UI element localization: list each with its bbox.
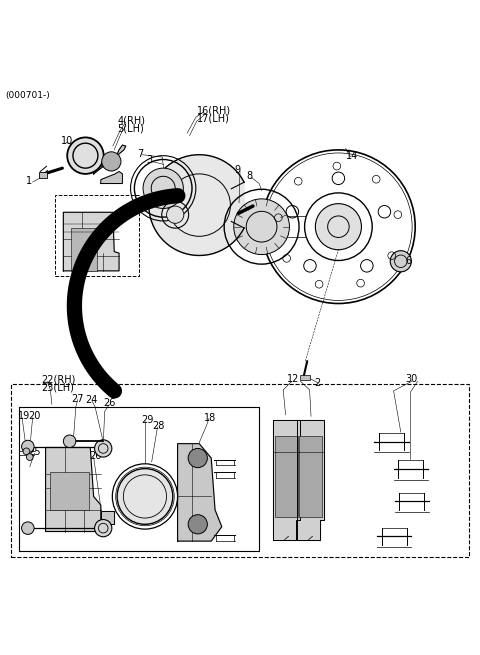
Text: (000701-): (000701-) xyxy=(5,91,49,100)
Polygon shape xyxy=(178,443,222,541)
Circle shape xyxy=(95,440,112,457)
Circle shape xyxy=(23,448,30,455)
Bar xyxy=(71,228,97,271)
Text: 26: 26 xyxy=(89,451,101,461)
Circle shape xyxy=(97,440,109,453)
Circle shape xyxy=(102,152,121,171)
Circle shape xyxy=(22,522,34,534)
Polygon shape xyxy=(63,212,119,271)
Circle shape xyxy=(167,206,184,223)
Text: 28: 28 xyxy=(153,421,165,431)
Circle shape xyxy=(22,440,34,453)
Text: 17(LH): 17(LH) xyxy=(197,114,229,124)
Polygon shape xyxy=(94,145,126,174)
Text: 6: 6 xyxy=(406,256,412,267)
Text: 1: 1 xyxy=(26,176,33,186)
Polygon shape xyxy=(101,511,114,524)
Polygon shape xyxy=(149,155,244,255)
Bar xyxy=(300,375,310,381)
Text: 25: 25 xyxy=(28,447,40,457)
Bar xyxy=(50,472,89,510)
Text: 9: 9 xyxy=(234,165,240,175)
Circle shape xyxy=(67,138,104,174)
Text: 5(LH): 5(LH) xyxy=(118,123,144,134)
Text: 20: 20 xyxy=(28,411,40,421)
Bar xyxy=(39,172,47,178)
Text: 7: 7 xyxy=(137,149,143,159)
Text: 8: 8 xyxy=(246,172,252,181)
Text: 30: 30 xyxy=(406,375,418,384)
Text: 19: 19 xyxy=(18,411,31,421)
Polygon shape xyxy=(101,172,122,183)
Bar xyxy=(299,436,322,517)
Text: 10: 10 xyxy=(61,136,74,146)
Circle shape xyxy=(95,519,112,537)
Bar xyxy=(11,384,469,557)
Circle shape xyxy=(188,449,207,468)
Circle shape xyxy=(143,168,183,208)
Polygon shape xyxy=(46,447,101,531)
Circle shape xyxy=(117,468,173,524)
Text: 29: 29 xyxy=(142,415,154,424)
Circle shape xyxy=(97,522,109,534)
Text: 14: 14 xyxy=(346,151,358,160)
Text: 24: 24 xyxy=(85,396,98,405)
Text: 27: 27 xyxy=(71,394,84,403)
Polygon shape xyxy=(297,420,324,540)
Bar xyxy=(275,436,298,517)
Circle shape xyxy=(315,204,361,250)
Text: 18: 18 xyxy=(204,413,216,422)
Text: 22(RH): 22(RH) xyxy=(41,375,75,384)
Text: 26: 26 xyxy=(103,398,116,408)
Text: 3: 3 xyxy=(146,155,153,166)
Circle shape xyxy=(234,199,289,255)
Circle shape xyxy=(26,454,33,460)
Text: 12: 12 xyxy=(287,375,300,384)
Circle shape xyxy=(390,251,411,272)
Text: 16(RH): 16(RH) xyxy=(197,105,231,115)
Text: 2: 2 xyxy=(314,378,321,388)
Text: 4(RH): 4(RH) xyxy=(118,115,145,125)
Text: 23(LH): 23(LH) xyxy=(41,383,73,392)
Circle shape xyxy=(188,515,207,534)
Circle shape xyxy=(63,435,76,447)
Bar xyxy=(55,195,139,276)
Polygon shape xyxy=(273,420,300,540)
